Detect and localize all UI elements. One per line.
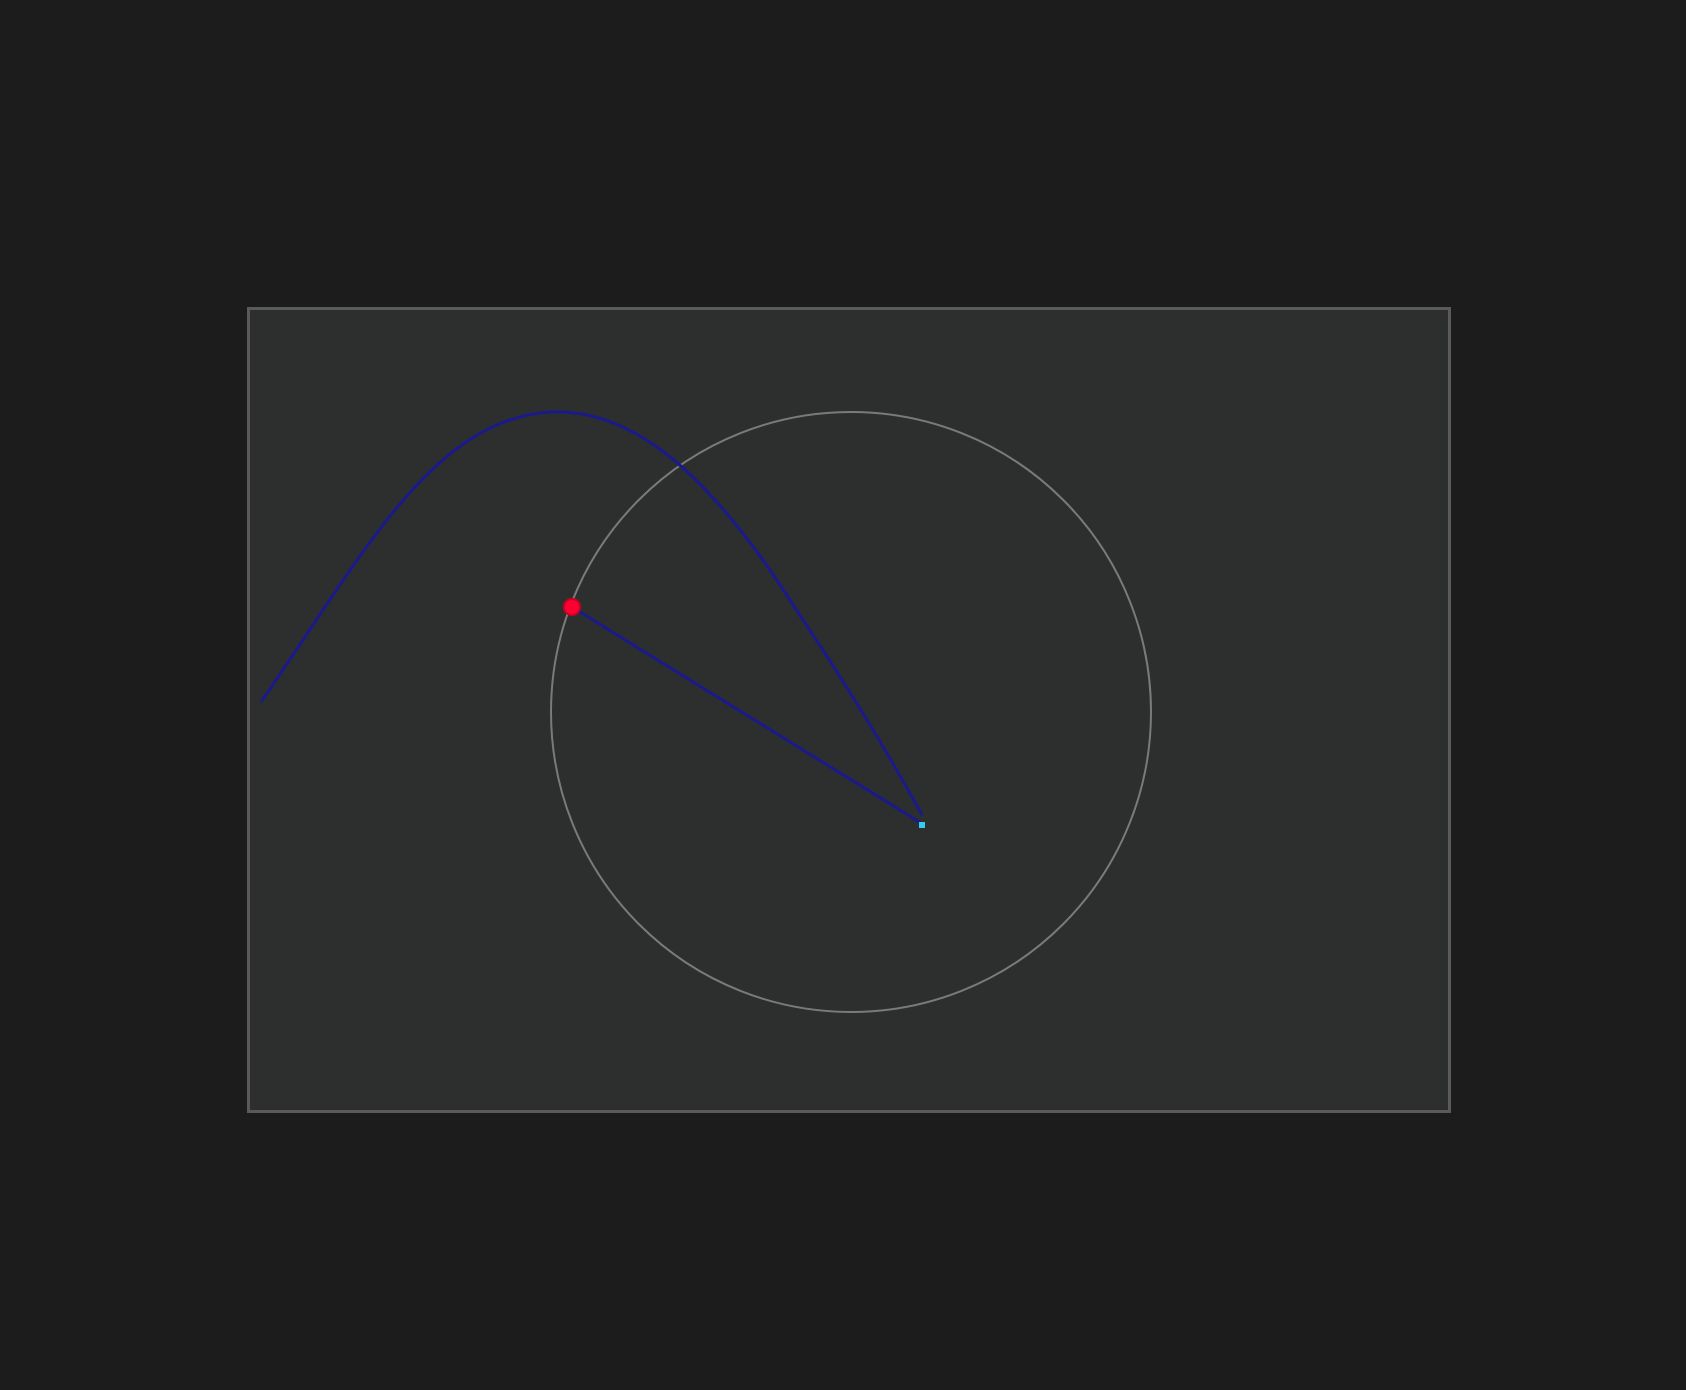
guide-circle <box>550 411 1152 1013</box>
trajectory-curve <box>259 410 924 816</box>
drawing-canvas[interactable] <box>247 307 1451 1113</box>
drawing-svg <box>259 410 1152 1013</box>
drag-handle[interactable] <box>563 598 581 616</box>
pendulum-arm <box>571 605 922 825</box>
pivot-point <box>919 822 925 828</box>
